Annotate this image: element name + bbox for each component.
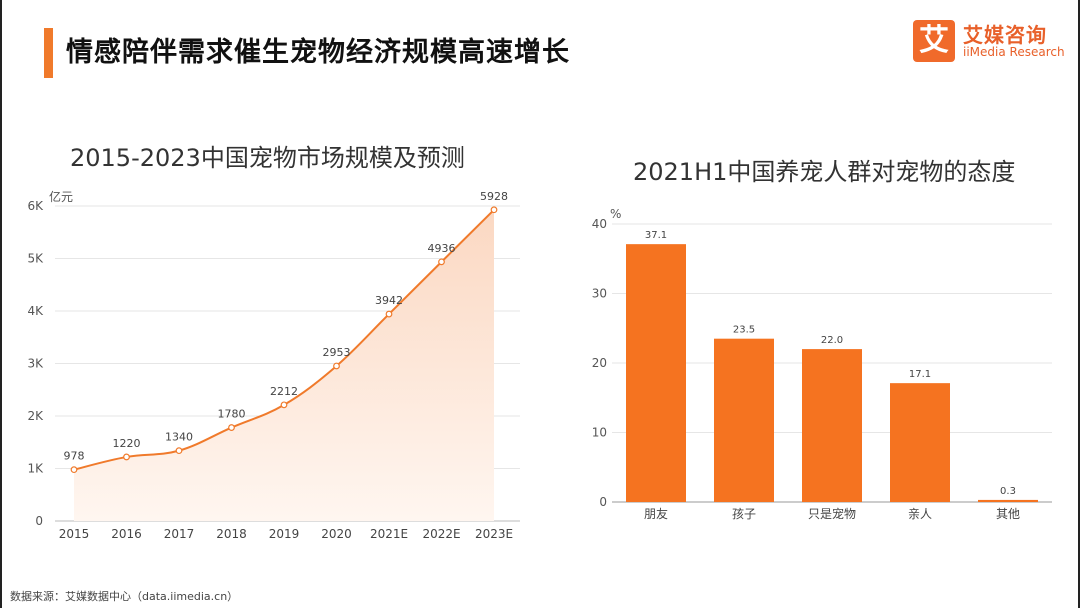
bar [714, 338, 774, 502]
x-tick-label: 其他 [996, 507, 1020, 521]
bar-value-label: 17.1 [909, 369, 931, 380]
x-tick-label: 2022E [422, 527, 460, 541]
data-label: 978 [64, 450, 85, 463]
data-label: 5928 [480, 190, 508, 203]
data-point [333, 362, 340, 370]
bar [890, 383, 950, 502]
y-tick-label: 4K [27, 304, 44, 318]
attitude-chart-title: 2021H1中国养宠人群对宠物的态度 [633, 158, 1016, 186]
data-point [438, 258, 445, 266]
data-label: 1220 [113, 437, 141, 450]
y-tick-label: 2K [27, 409, 44, 423]
y-tick-label: 0 [599, 495, 607, 509]
data-label: 2212 [270, 385, 298, 398]
data-point [175, 447, 183, 455]
title-accent-bar [44, 28, 53, 78]
data-source-note: 数据来源：艾媒数据中心（data.iimedia.cn） [10, 590, 239, 603]
bar-value-label: 22.0 [821, 335, 843, 346]
x-tick-label: 2019 [269, 527, 300, 541]
y-tick-label: 0 [35, 514, 43, 528]
bar-value-label: 37.1 [645, 230, 667, 241]
logo-mark-icon: 艾 [913, 20, 955, 62]
x-tick-label: 2015 [59, 527, 90, 541]
x-tick-label: 只是宠物 [808, 506, 856, 521]
data-point [490, 206, 498, 214]
market-size-area [74, 209, 494, 521]
bar [626, 244, 686, 502]
brand-logo: 艾 艾媒咨询 iiMedia Research [913, 20, 1065, 62]
y-tick-label: 3K [27, 357, 44, 371]
y-tick-label: 40 [592, 217, 607, 231]
data-point [280, 401, 288, 409]
y-tick-label: 5K [27, 252, 44, 266]
y-tick-label: 10 [592, 426, 607, 440]
bar [978, 499, 1038, 502]
y-tick-label: 30 [592, 287, 607, 301]
x-tick-label: 2017 [164, 527, 195, 541]
y-tick-label: 6K [27, 199, 44, 213]
x-tick-label: 孩子 [732, 507, 756, 521]
data-label: 4936 [428, 242, 456, 255]
data-point [385, 310, 393, 318]
data-point [70, 466, 78, 474]
x-tick-label: 2023E [475, 527, 513, 541]
y-tick-label: 1K [27, 462, 44, 476]
bar-value-label: 23.5 [733, 325, 755, 336]
bar [802, 349, 862, 502]
market-size-line [73, 209, 495, 471]
y-axis-unit-label: 亿元 [49, 189, 73, 204]
page-title: 情感陪伴需求催生宠物经济规模高速增长 [66, 37, 570, 68]
logo-text-cn: 艾媒咨询 [963, 23, 1047, 47]
x-tick-label: 2021E [370, 527, 408, 541]
data-label: 2953 [323, 346, 351, 359]
data-label: 3942 [375, 294, 403, 307]
data-label: 1780 [218, 408, 246, 421]
x-tick-label: 朋友 [644, 507, 668, 521]
x-tick-label: 2016 [111, 527, 142, 541]
x-tick-label: 2018 [216, 527, 247, 541]
data-point [123, 453, 130, 461]
y-tick-label: 20 [592, 356, 607, 370]
y-axis-unit-label: % [610, 207, 621, 221]
bar-value-label: 0.3 [1000, 486, 1016, 497]
logo-text-en: iiMedia Research [963, 45, 1065, 59]
data-label: 1340 [165, 431, 193, 444]
x-tick-label: 亲人 [908, 507, 932, 521]
x-tick-label: 2020 [321, 527, 352, 541]
data-point [228, 424, 235, 431]
market-chart-title: 2015-2023中国宠物市场规模及预测 [70, 144, 465, 172]
